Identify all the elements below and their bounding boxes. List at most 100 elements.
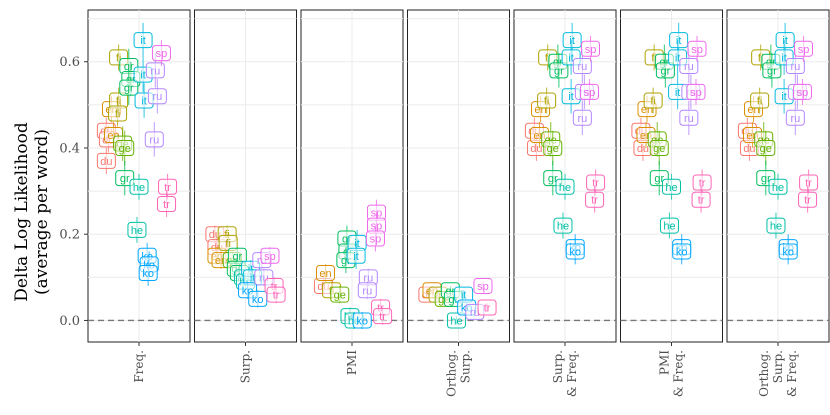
point-sp: sp — [792, 78, 812, 105]
point-tr: tr — [799, 169, 819, 196]
label-box — [655, 62, 675, 79]
label-box — [669, 32, 689, 49]
label-box — [115, 170, 135, 187]
language-label: ru — [684, 113, 694, 125]
point-it: it — [562, 22, 582, 58]
point-gr: gr — [549, 53, 569, 88]
label-box — [543, 139, 563, 156]
language-label: ko — [782, 246, 794, 258]
point-sp: sp — [365, 225, 385, 252]
language-label: he — [557, 221, 569, 233]
point-ru: ru — [145, 53, 165, 88]
language-label: gr — [554, 65, 564, 77]
point-tr: tr — [477, 299, 497, 316]
language-label: du — [637, 143, 649, 155]
label-box — [115, 139, 135, 156]
language-label: gr — [120, 173, 130, 185]
label-box — [133, 32, 153, 49]
label-box — [691, 191, 711, 208]
point-he: he — [768, 173, 788, 200]
y-axis-title-main: Delta Log Likelihood — [12, 122, 32, 302]
label-box — [572, 58, 592, 75]
label-box — [775, 32, 795, 49]
language-label: ru — [152, 91, 162, 103]
language-label: it — [354, 238, 360, 250]
point-fi: fi — [643, 87, 663, 114]
point-ge: ge — [649, 130, 669, 166]
language-label: he — [559, 182, 571, 194]
point-he: he — [766, 212, 786, 239]
point-ru: ru — [357, 281, 377, 299]
label-box — [555, 178, 575, 195]
language-label: it — [461, 290, 467, 302]
language-label: fi — [545, 52, 551, 64]
label-box — [798, 191, 818, 208]
point-ko: ko — [248, 290, 268, 308]
point-tr: tr — [266, 285, 286, 304]
language-label: it — [782, 35, 788, 47]
point-sp: sp — [686, 78, 706, 105]
point-fi: fi — [108, 100, 128, 127]
language-label: ru — [150, 65, 160, 77]
language-label: he — [663, 221, 675, 233]
language-label: it — [676, 35, 682, 47]
label-box — [553, 217, 573, 234]
label-box — [766, 217, 786, 234]
point-it: it — [133, 22, 153, 58]
point-it: it — [347, 229, 367, 256]
language-label: tr — [164, 182, 171, 194]
language-label: it — [781, 52, 787, 64]
point-gr: gr — [762, 53, 782, 88]
panel-7: duduenenfifigegegrgrgrheheitititkokoruru… — [726, 9, 830, 397]
language-label: fi — [225, 238, 231, 250]
label-box — [756, 139, 776, 156]
language-label: ge — [653, 143, 665, 155]
label-box — [549, 62, 569, 79]
language-label: fi — [544, 96, 550, 108]
label-box — [158, 178, 178, 195]
language-label: gr — [124, 61, 134, 73]
point-ko: ko — [138, 260, 158, 286]
label-box — [643, 92, 663, 109]
language-label: gr — [654, 173, 664, 185]
language-label: it — [781, 91, 787, 103]
y-axis-title: Delta Log Likelihood (average per word) — [12, 122, 52, 302]
x-category-label: Surp.& Freq. — [551, 350, 579, 397]
label-box — [446, 312, 466, 329]
point-tr: tr — [798, 186, 818, 213]
point-ko: ko — [778, 238, 798, 265]
point-tr: tr — [586, 169, 606, 196]
point-he: he — [659, 212, 679, 239]
language-label: du — [100, 156, 112, 168]
language-label: gr — [341, 255, 351, 267]
label-box — [692, 174, 712, 191]
language-label: he — [133, 182, 145, 194]
language-label: fi — [116, 96, 122, 108]
point-he: he — [129, 173, 149, 200]
label-box — [572, 109, 592, 126]
point-he: he — [553, 212, 573, 239]
point-fi: fi — [537, 87, 557, 114]
label-box — [794, 40, 813, 57]
language-label: gr — [548, 173, 558, 185]
point-he: he — [662, 173, 681, 200]
label-box — [581, 40, 600, 57]
language-label: fi — [116, 52, 122, 64]
point-it: it — [346, 242, 366, 269]
language-label: en — [319, 268, 331, 280]
label-box — [473, 277, 493, 294]
point-fi: fi — [109, 87, 129, 114]
language-label: tr — [484, 303, 491, 315]
point-sp: sp — [260, 247, 280, 265]
language-label: it — [568, 91, 574, 103]
point-fi: fi — [109, 44, 129, 71]
language-label: ru — [363, 272, 373, 284]
language-label: ge — [547, 143, 559, 155]
language-label: tr — [591, 195, 598, 207]
label-box — [145, 62, 165, 79]
language-label: fi — [115, 108, 121, 120]
language-label: du — [743, 143, 755, 155]
language-label: it — [675, 87, 681, 99]
label-box — [157, 196, 177, 213]
language-label: tr — [699, 177, 706, 189]
